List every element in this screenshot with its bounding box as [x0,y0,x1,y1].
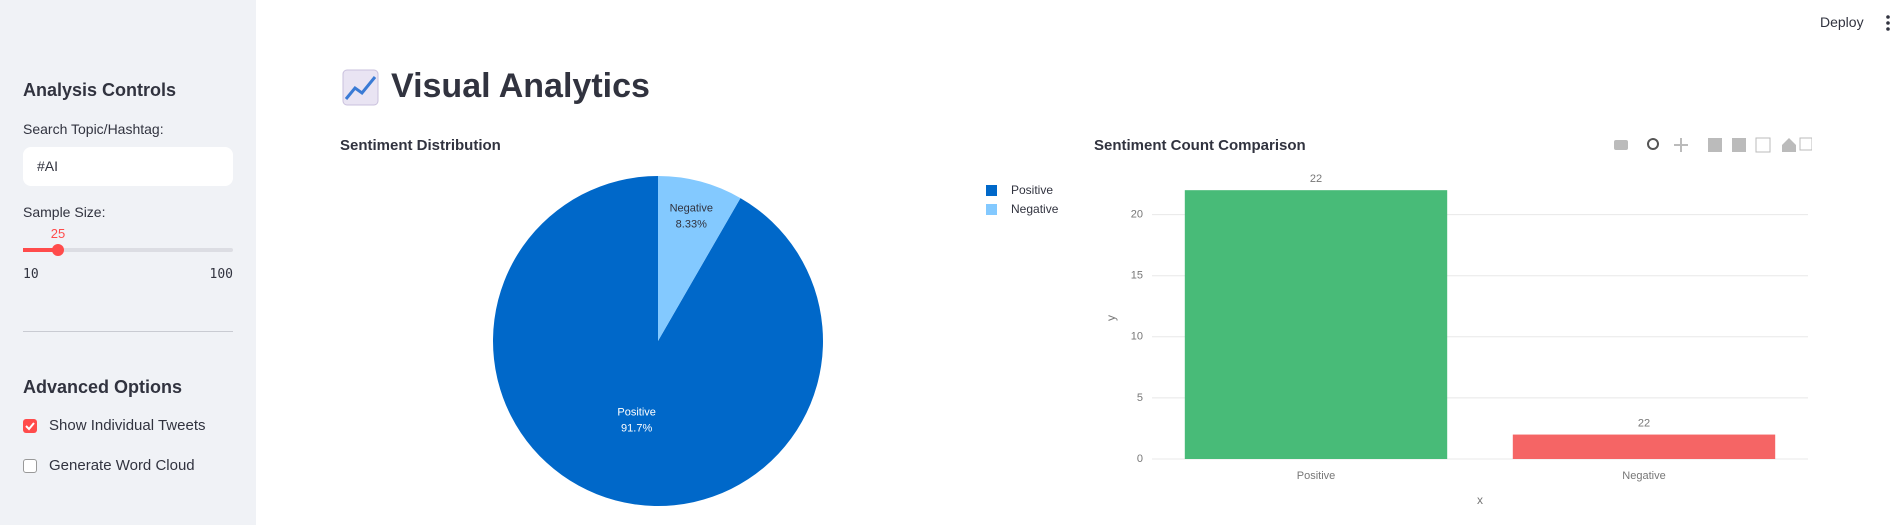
bar-annotation: 22 [1638,417,1650,429]
divider [23,331,233,332]
chart-title: Sentiment Count Comparison [1094,137,1306,154]
slice-value: 91.7% [621,423,652,435]
page-title: Visual Analytics [391,67,650,105]
x-tick-label: Positive [1297,470,1336,482]
chart-title: Sentiment Distribution [340,137,501,154]
sidebar-title: Analysis Controls [23,80,177,100]
section-title: Advanced Options [23,377,183,397]
slider-value: 25 [50,226,66,241]
y-tick-label: 10 [1131,331,1143,343]
x-tick-label: Negative [1622,470,1665,482]
slider-fill [23,248,58,252]
slider-max: 100 [209,267,233,282]
checkbox-label: Show Individual Tweets [49,417,206,434]
menu-icon[interactable] [1884,14,1892,32]
pie-slice [658,176,741,341]
legend-swatch [986,185,997,196]
bar-annotation: 22 [1310,173,1322,185]
slice-label: Positive [617,407,656,419]
legend-label: Negative [1011,202,1059,216]
modebar [1614,137,1812,153]
slider-thumb[interactable] [52,244,64,256]
checkbox[interactable] [23,419,37,433]
y-tick-label: 20 [1131,209,1143,221]
bar [1512,434,1776,459]
slider-min: 10 [23,267,39,282]
checkbox-label: Generate Word Cloud [49,457,195,474]
search-label: Search Topic/Hashtag: [23,121,164,137]
y-tick-label: 0 [1137,453,1143,465]
slice-value: 8.33% [676,219,707,231]
deploy-button[interactable]: Deploy [1820,14,1864,30]
sidebar: Analysis Controls Search Topic/Hashtag: … [0,0,256,525]
x-axis-label: x [1477,493,1483,507]
search-value: #AI [37,158,59,174]
slice-label: Negative [670,203,713,215]
search-input[interactable]: #AI [23,147,233,186]
y-tick-label: 15 [1131,270,1143,282]
slider-label: Sample Size: [23,204,106,220]
slider-track[interactable] [23,244,233,256]
y-axis-label: y [1104,315,1118,321]
y-tick-label: 5 [1137,392,1143,404]
bar [1184,190,1448,459]
legend-swatch [986,204,997,215]
title-icon [342,69,379,106]
checkbox[interactable] [23,459,37,473]
legend-label: Positive [1011,183,1053,197]
